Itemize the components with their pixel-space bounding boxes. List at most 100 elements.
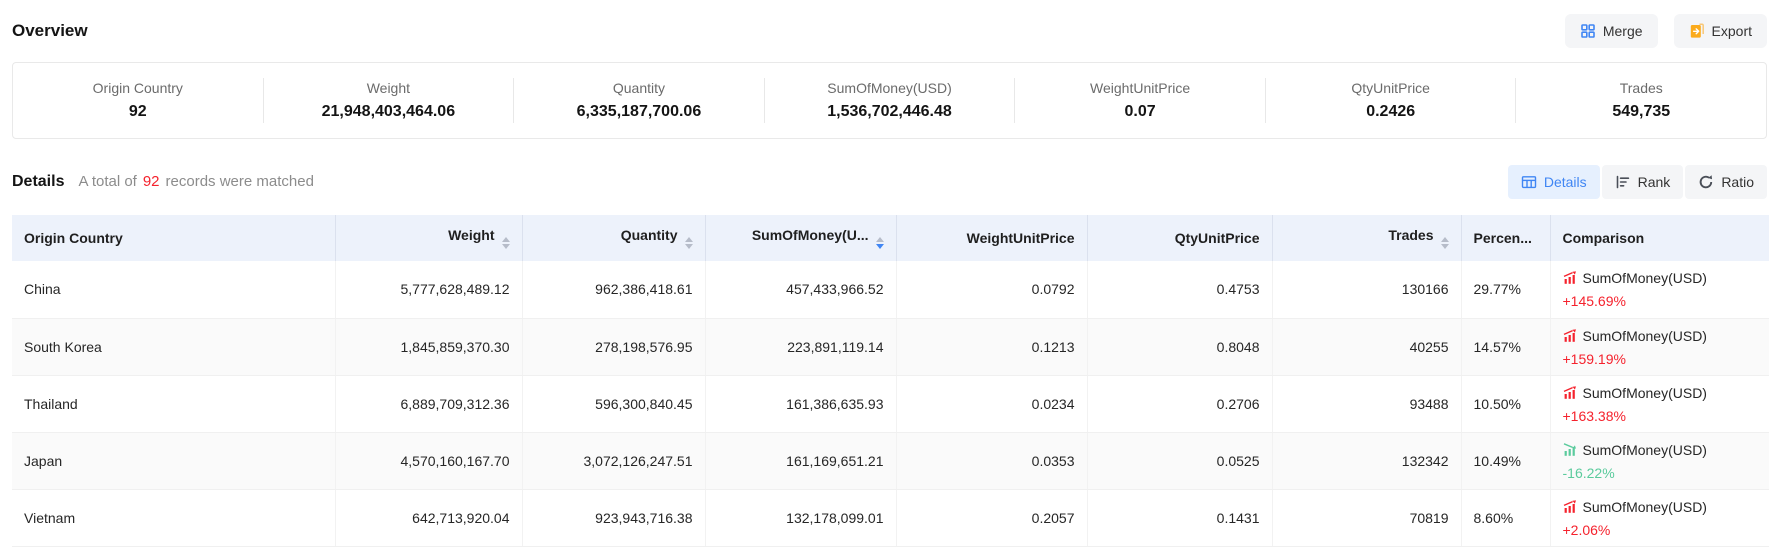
- cell-origin-country: Japan: [12, 432, 336, 490]
- cell-sum-of-money: 161,169,651.21: [705, 432, 897, 490]
- cell-trades: 130166: [1272, 261, 1462, 319]
- cell-origin-country: China: [12, 261, 336, 319]
- sort-icon[interactable]: [1440, 237, 1449, 249]
- merge-icon: [1580, 23, 1596, 39]
- cell-quantity: 962,386,418.61: [522, 261, 706, 319]
- cell-weight: 6,889,709,312.36: [335, 375, 523, 433]
- cell-weight: 1,845,859,370.30: [335, 318, 523, 376]
- tab-ratio[interactable]: Ratio: [1685, 165, 1767, 199]
- cell-comparison: SumOfMoney(USD) +2.06%: [1550, 489, 1769, 547]
- column-header-weight[interactable]: Weight: [335, 215, 523, 261]
- table-header: Origin Country Weight Quantity SumOfMone…: [12, 215, 1769, 261]
- cell-origin-country: Thailand: [12, 375, 336, 433]
- column-header-quantity[interactable]: Quantity: [522, 215, 706, 261]
- cell-percent: 8.60%: [1461, 489, 1551, 547]
- sort-icon[interactable]: [684, 237, 693, 249]
- comparison-metric: SumOfMoney(USD): [1582, 327, 1707, 344]
- cell-weight-unit-price: 0.0792: [896, 261, 1088, 319]
- ratio-icon: [1698, 174, 1714, 190]
- toolbar: Merge Export: [1564, 14, 1767, 48]
- stat-label: WeightUnitPrice: [1090, 80, 1191, 96]
- records-suffix: records were matched: [165, 173, 314, 190]
- cell-weight: 642,713,920.04: [335, 489, 523, 547]
- tab-ratio-label: Ratio: [1721, 174, 1754, 190]
- table-row[interactable]: China 5,777,628,489.12 962,386,418.61 45…: [12, 261, 1769, 319]
- cell-trades: 40255: [1272, 318, 1462, 376]
- trend-icon: [1563, 328, 1577, 343]
- cell-quantity: 923,943,716.38: [522, 489, 706, 547]
- cell-percent: 29.77%: [1461, 261, 1551, 319]
- stat-value: 6,335,187,700.06: [576, 103, 702, 120]
- cell-percent: 14.57%: [1461, 318, 1551, 376]
- sort-icon[interactable]: [501, 237, 510, 249]
- stat-item: Origin Country 92: [13, 78, 263, 123]
- trend-icon: [1563, 442, 1577, 457]
- stat-item: Quantity 6,335,187,700.06: [513, 78, 764, 123]
- comparison-metric: SumOfMoney(USD): [1582, 270, 1707, 287]
- cell-sum-of-money: 457,433,966.52: [705, 261, 897, 319]
- trend-icon: [1563, 499, 1577, 514]
- stat-label: Origin Country: [92, 80, 183, 96]
- table-row[interactable]: Thailand 6,889,709,312.36 596,300,840.45…: [12, 375, 1769, 433]
- column-header-sum-of-money[interactable]: SumOfMoney(U...: [705, 215, 897, 261]
- cell-quantity: 3,072,126,247.51: [522, 432, 706, 490]
- overview-stats: Origin Country 92 Weight 21,948,403,464.…: [12, 62, 1767, 139]
- cell-comparison: SumOfMoney(USD) +145.69%: [1550, 261, 1769, 319]
- tab-rank[interactable]: Rank: [1601, 165, 1684, 199]
- stat-value: 549,735: [1612, 103, 1671, 120]
- comparison-metric: SumOfMoney(USD): [1582, 441, 1707, 458]
- cell-quantity: 278,198,576.95: [522, 318, 706, 376]
- sort-icon-desc-active[interactable]: [875, 237, 884, 249]
- table-row[interactable]: Vietnam 642,713,920.04 923,943,716.38 13…: [12, 489, 1769, 547]
- cell-weight: 5,777,628,489.12: [335, 261, 523, 319]
- cell-qty-unit-price: 0.1431: [1087, 489, 1273, 547]
- details-title: Details: [12, 173, 65, 190]
- tab-rank-label: Rank: [1637, 174, 1671, 190]
- cell-percent: 10.49%: [1461, 432, 1551, 490]
- stat-item: Trades 549,735: [1515, 78, 1766, 123]
- comparison-change: -16.22%: [1562, 464, 1615, 481]
- cell-trades: 132342: [1272, 432, 1462, 490]
- stat-item: Weight 21,948,403,464.06: [262, 78, 514, 123]
- column-header-origin-country: Origin Country: [12, 215, 336, 261]
- trend-icon: [1563, 271, 1577, 285]
- cell-percent: 10.50%: [1461, 375, 1551, 433]
- stat-label: QtyUnitPrice: [1351, 80, 1430, 96]
- trend-icon: [1563, 385, 1577, 400]
- stat-label: Trades: [1619, 80, 1663, 96]
- stat-label: Quantity: [612, 80, 666, 96]
- tab-details-label: Details: [1543, 174, 1587, 190]
- cell-weight: 4,570,160,167.70: [335, 432, 523, 490]
- cell-qty-unit-price: 0.4753: [1087, 261, 1273, 319]
- merge-button[interactable]: Merge: [1564, 14, 1658, 48]
- tab-details[interactable]: Details: [1507, 165, 1600, 199]
- top-bar: Overview Merge: [12, 14, 1767, 48]
- records-count: 92: [142, 173, 160, 190]
- column-header-weight-unit-price: WeightUnitPrice: [896, 215, 1088, 261]
- column-header-trades[interactable]: Trades: [1272, 215, 1462, 261]
- comparison-metric: SumOfMoney(USD): [1582, 498, 1707, 515]
- comparison-change: +163.38%: [1562, 407, 1626, 424]
- stat-value: 1,536,702,446.48: [827, 103, 952, 120]
- stat-item: QtyUnitPrice 0.2426: [1264, 78, 1516, 123]
- table-icon: [1521, 174, 1537, 190]
- cell-sum-of-money: 132,178,099.01: [705, 489, 897, 547]
- stat-value: 92: [128, 103, 147, 120]
- comparison-change: +145.69%: [1562, 293, 1626, 310]
- comparison-change: +159.19%: [1562, 350, 1626, 367]
- details-bar: Details A total of 92 records were matched…: [12, 165, 1767, 199]
- cell-weight-unit-price: 0.0353: [896, 432, 1088, 490]
- cell-weight-unit-price: 0.2057: [896, 489, 1088, 547]
- cell-qty-unit-price: 0.0525: [1087, 432, 1273, 490]
- table-row[interactable]: South Korea 1,845,859,370.30 278,198,576…: [12, 318, 1769, 376]
- stat-label: SumOfMoney(USD): [827, 80, 952, 96]
- export-button[interactable]: Export: [1673, 14, 1767, 48]
- cell-sum-of-money: 223,891,119.14: [705, 318, 897, 376]
- export-label: Export: [1711, 23, 1752, 39]
- cell-quantity: 596,300,840.45: [522, 375, 706, 433]
- records-prefix: A total of: [78, 173, 137, 190]
- table-row[interactable]: Japan 4,570,160,167.70 3,072,126,247.51 …: [12, 432, 1769, 490]
- cell-origin-country: Vietnam: [12, 489, 336, 547]
- stat-item: WeightUnitPrice 0.07: [1014, 78, 1265, 123]
- stat-value: 0.07: [1124, 103, 1156, 120]
